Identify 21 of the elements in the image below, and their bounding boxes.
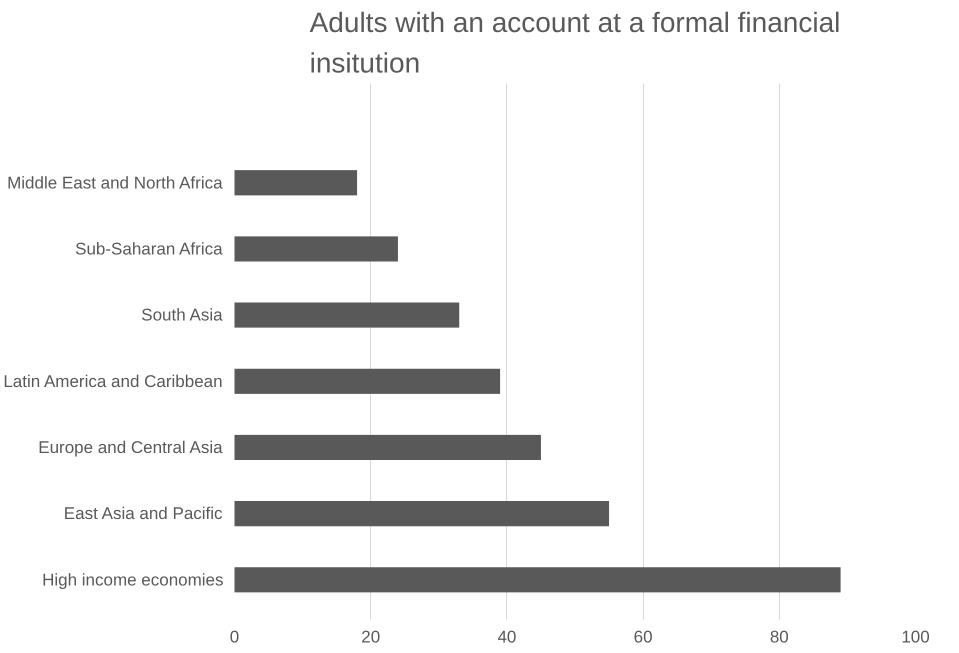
y-tick-label: High income economies — [42, 570, 224, 590]
bar — [234, 236, 398, 262]
y-tick-label: South Asia — [141, 306, 224, 325]
y-tick-label: Europe and Central Asia — [38, 438, 224, 457]
x-tick-label: 60 — [634, 628, 653, 646]
bar — [234, 501, 610, 526]
x-tick-label: 0 — [230, 628, 240, 646]
chart-title: Adults with an account at a formal financial insitution — [310, 7, 840, 78]
x-tick-label: 40 — [497, 628, 516, 646]
y-tick-label: Sub-Saharan Africa — [75, 239, 224, 258]
y-tick-label: Latin America and Caribbean — [3, 372, 223, 391]
bar — [234, 567, 841, 592]
bar — [234, 170, 358, 196]
y-tick-label: Middle East and North Africa — [7, 173, 224, 192]
bar — [234, 434, 541, 460]
x-tick-label: 100 — [901, 628, 930, 646]
bar — [234, 302, 460, 328]
y-tick-label: East Asia and Pacific — [64, 504, 224, 524]
x-tick-label: 20 — [361, 628, 380, 646]
x-tick-label: 80 — [770, 628, 789, 646]
bar — [234, 368, 500, 394]
